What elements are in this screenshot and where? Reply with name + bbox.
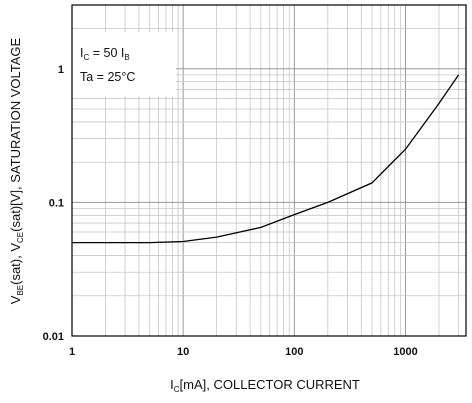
- y-axis-label: VBE(sat), VCE(sat)[V], SATURATION VOLTAG…: [8, 37, 25, 304]
- y-tick-labels: 0.01 0.1 1: [43, 64, 64, 343]
- x-tick-labels: 1 10 100 1000: [69, 346, 418, 358]
- plot-frame: [71, 4, 467, 337]
- y-tick-label: 1: [58, 64, 64, 76]
- y-tick-label: 0.1: [49, 197, 64, 209]
- series-line: [72, 74, 460, 244]
- x-axis-label: IC[mA], COLLECTOR CURRENT: [170, 377, 360, 394]
- x-tick-label: 1000: [393, 346, 417, 358]
- x-tick-label: 10: [177, 346, 189, 358]
- x-tick-label: 100: [285, 346, 303, 358]
- annotation-box: IC = 50 IB Ta = 25°C: [70, 32, 176, 96]
- y-tick-label: 0.01: [43, 331, 64, 343]
- annotation-background: [70, 32, 176, 96]
- annotation-line2: Ta = 25°C: [80, 70, 135, 84]
- x-tick-label: 1: [69, 346, 75, 358]
- annotation-line1: IC = 50 IB: [80, 46, 130, 62]
